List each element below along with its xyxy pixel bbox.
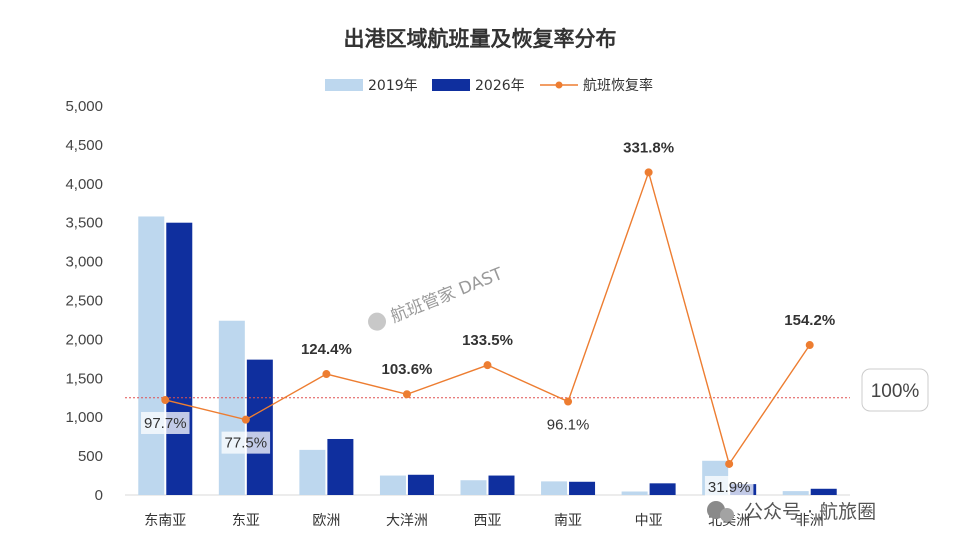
recovery-point [322,370,331,379]
legend-label-2026: 2026年 [475,78,525,94]
y-tick-label: 3,000 [65,254,103,271]
data-labels: 97.7% 77.5% 124.4% 103.6% 133.5% 96.1% 331.8% 3… [141,139,835,498]
legend: 2019年 2026年 航班恢复率 [325,77,653,94]
bar-2019 [299,449,326,495]
recovery-point [402,390,411,399]
legend-label-2019: 2019年 [368,78,418,94]
bar-2026 [407,474,434,495]
x-tick-label: 西亚 [474,513,502,529]
bar-2019 [782,491,809,495]
reference-label-box [861,368,929,412]
recovery-point [725,459,734,468]
recovery-data-label: 77.5% [225,435,268,452]
x-tick-label: 东亚 [232,513,260,529]
bar-2026 [649,483,676,495]
y-tick-label: 4,000 [65,176,103,193]
watermark-corner-text: 公众号 · 航旅圈 [744,501,876,523]
recovery-data-label: 331.8% [623,139,674,156]
recovery-data-label: 97.7% [144,415,187,432]
x-tick-label: 南亚 [554,513,582,529]
bar-2026 [327,438,354,495]
y-tick-label: 1,500 [65,370,103,387]
recovery-point [241,415,250,424]
recovery-data-label: 154.2% [784,312,835,329]
recovery-point [805,341,814,350]
watermark-logo-icon [368,312,387,331]
y-tick-label: 2,500 [65,293,103,310]
watermark-corner: 公众号 · 航旅圈 [707,501,876,523]
legend-marker-recovery [555,81,563,89]
legend-label-recovery: 航班恢复率 [583,77,653,94]
x-tick-label: 中亚 [635,513,663,529]
bars [138,216,837,495]
y-tick-label: 500 [78,448,103,465]
legend-swatch-2019 [325,79,363,91]
x-tick-label: 欧洲 [312,513,340,529]
bar-2019 [541,481,568,495]
x-tick-label: 东南亚 [144,513,186,529]
chart-title: 出港区域航班量及恢复率分布 [344,27,617,51]
bar-2019 [138,216,165,495]
bar-2026 [569,481,596,495]
x-tick-label: 大洋洲 [386,513,428,529]
recovery-data-label: 133.5% [462,332,513,349]
watermark-center-text: 航班管家 DAST [388,264,506,327]
bar-2026 [166,222,193,495]
y-tick-label: 1,000 [65,409,103,426]
wechat-icon-2 [720,508,734,522]
recovery-point [483,361,492,370]
reference-label: 100% [861,368,929,412]
bar-2019 [621,491,648,495]
recovery-data-label: 31.9% [708,479,751,496]
recovery-point [644,168,653,177]
y-tick-label: 5,000 [65,98,103,115]
bar-2026 [246,359,273,495]
recovery-data-label: 103.6% [382,361,433,378]
data-label-bg [704,475,754,498]
bar-2026 [810,488,837,495]
recovery-point [564,397,573,406]
bar-2019 [379,475,406,495]
recovery-line-series [161,168,814,468]
y-tick-label: 2,000 [65,331,103,348]
y-tick-label: 0 [95,487,103,504]
bar-2026 [488,475,515,495]
legend-swatch-2026 [432,79,470,91]
x-tick-label: 非洲 [796,513,824,529]
y-tick-label: 4,500 [65,137,103,154]
data-label-bg [221,431,271,454]
data-label-bg [141,411,190,434]
data-label-bg [543,413,593,436]
y-tick-label: 3,500 [65,215,103,232]
recovery-point [161,395,170,404]
watermark-center: 航班管家 DAST [368,264,506,331]
y-axis: 0 500 1,000 1,500 2,000 2,500 3,000 3,500 4,000 4… [65,98,103,504]
bar-2019 [460,480,487,495]
recovery-data-label: 96.1% [547,417,590,434]
recovery-data-label: 124.4% [301,341,352,358]
bar-2019 [218,320,245,495]
reference-label-text: 100% [871,381,920,402]
